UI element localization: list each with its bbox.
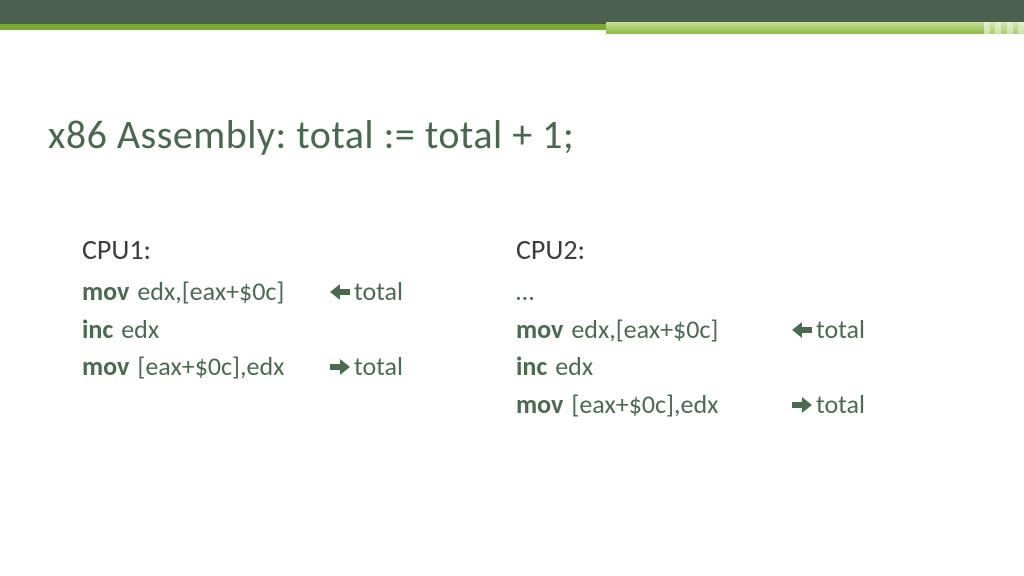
annotation: total bbox=[354, 348, 403, 386]
ellipsis: … bbox=[516, 275, 534, 307]
operands: edx,[eax+$0c] bbox=[571, 313, 718, 345]
mnemonic: inc bbox=[516, 350, 555, 382]
cpu2-label: CPU2: bbox=[516, 232, 986, 273]
annotation: total bbox=[816, 311, 865, 349]
cpu1-line-2: mov[eax+$0c],edx total bbox=[82, 348, 516, 386]
annotation: total bbox=[354, 273, 403, 311]
annotation: total bbox=[816, 386, 865, 424]
mnemonic: mov bbox=[82, 275, 137, 307]
cpu2-line-1: incedx bbox=[516, 348, 986, 386]
cpu2-line-2: mov[eax+$0c],edx total bbox=[516, 386, 986, 424]
arrow-left-icon bbox=[790, 311, 816, 349]
mnemonic: mov bbox=[516, 388, 571, 420]
cpu1-column: CPU1: movedx,[eax+$0c] total incedx mov[… bbox=[82, 232, 516, 424]
mnemonic: mov bbox=[516, 313, 571, 345]
accent-bar-right bbox=[606, 22, 1024, 34]
operands: [eax+$0c],edx bbox=[571, 388, 718, 420]
cpu1-line-1: incedx bbox=[82, 311, 516, 349]
accent-bar-stripes bbox=[984, 22, 1024, 34]
operands: [eax+$0c],edx bbox=[137, 350, 284, 382]
arrow-right-icon bbox=[328, 348, 354, 386]
cpu2-ellipsis: … bbox=[516, 273, 986, 311]
cpu1-label: CPU1: bbox=[82, 232, 516, 273]
arrow-right-icon bbox=[790, 386, 816, 424]
cpu2-column: CPU2: … movedx,[eax+$0c] total incedx bbox=[516, 232, 986, 424]
top-bar-dark bbox=[0, 0, 1024, 24]
slide-title: x86 Assembly: total := total + 1; bbox=[48, 110, 574, 159]
mnemonic: mov bbox=[82, 350, 137, 382]
arrow-left-icon bbox=[328, 273, 354, 311]
operands: edx,[eax+$0c] bbox=[137, 275, 284, 307]
code-columns: CPU1: movedx,[eax+$0c] total incedx mov[… bbox=[82, 232, 986, 424]
operands: edx bbox=[555, 350, 593, 382]
top-accent-bar bbox=[0, 22, 1024, 34]
slide: x86 Assembly: total := total + 1; CPU1: … bbox=[0, 0, 1024, 576]
accent-bar-left bbox=[0, 24, 606, 30]
mnemonic: inc bbox=[82, 313, 121, 345]
cpu1-line-0: movedx,[eax+$0c] total bbox=[82, 273, 516, 311]
operands: edx bbox=[121, 313, 159, 345]
cpu2-line-0: movedx,[eax+$0c] total bbox=[516, 311, 986, 349]
